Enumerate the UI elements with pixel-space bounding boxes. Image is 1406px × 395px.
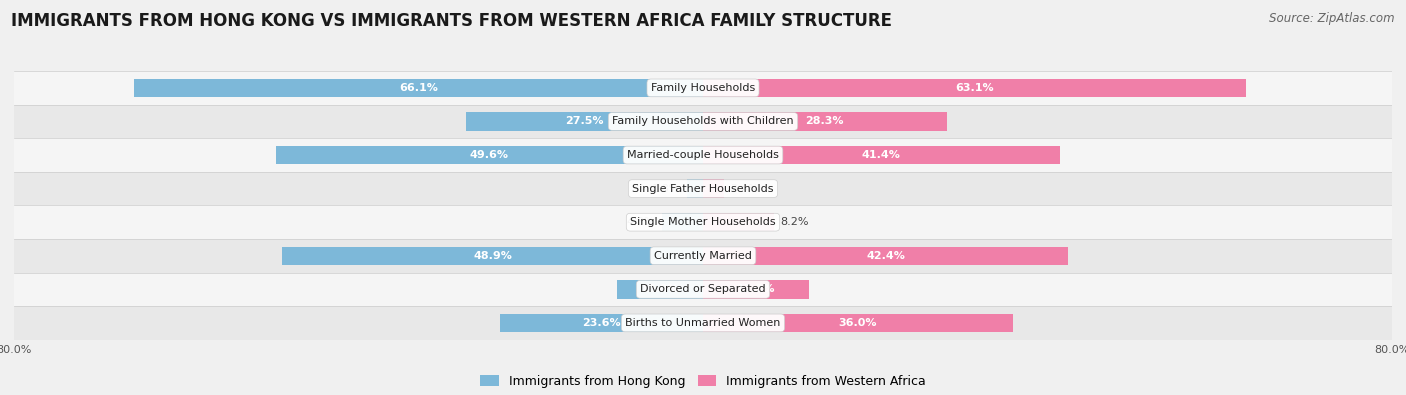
Bar	[703, 79, 1246, 97]
Bar	[703, 314, 1012, 332]
Bar	[703, 280, 808, 299]
Bar	[703, 179, 724, 198]
Bar	[14, 205, 1392, 239]
Bar	[134, 79, 703, 97]
Text: 1.8%: 1.8%	[652, 184, 681, 194]
Text: 36.0%: 36.0%	[839, 318, 877, 328]
Bar	[703, 246, 1069, 265]
Text: 63.1%: 63.1%	[956, 83, 994, 93]
Text: Family Households: Family Households	[651, 83, 755, 93]
Bar	[14, 306, 1392, 340]
Bar	[688, 179, 703, 198]
Text: Currently Married: Currently Married	[654, 251, 752, 261]
Bar	[281, 246, 703, 265]
Bar	[617, 280, 703, 299]
Text: Married-couple Households: Married-couple Households	[627, 150, 779, 160]
Bar	[14, 273, 1392, 306]
Text: 8.2%: 8.2%	[780, 217, 808, 227]
Text: Births to Unmarried Women: Births to Unmarried Women	[626, 318, 780, 328]
Bar	[14, 172, 1392, 205]
Text: 10.0%: 10.0%	[641, 284, 679, 294]
Text: 12.3%: 12.3%	[737, 284, 775, 294]
Text: Source: ZipAtlas.com: Source: ZipAtlas.com	[1270, 12, 1395, 25]
Text: 48.9%: 48.9%	[472, 251, 512, 261]
Bar	[703, 112, 946, 131]
Text: 27.5%: 27.5%	[565, 117, 603, 126]
Bar	[14, 239, 1392, 273]
Text: 42.4%: 42.4%	[866, 251, 905, 261]
Bar	[499, 314, 703, 332]
Text: 4.8%: 4.8%	[626, 217, 655, 227]
Legend: Immigrants from Hong Kong, Immigrants from Western Africa: Immigrants from Hong Kong, Immigrants fr…	[475, 370, 931, 393]
Text: 66.1%: 66.1%	[399, 83, 437, 93]
Text: 2.4%: 2.4%	[731, 184, 759, 194]
Text: 28.3%: 28.3%	[806, 117, 844, 126]
Text: Divorced or Separated: Divorced or Separated	[640, 284, 766, 294]
Text: 23.6%: 23.6%	[582, 318, 620, 328]
Bar	[703, 146, 1060, 164]
Bar	[703, 213, 773, 231]
Bar	[276, 146, 703, 164]
Text: Single Mother Households: Single Mother Households	[630, 217, 776, 227]
Text: 49.6%: 49.6%	[470, 150, 509, 160]
Bar	[14, 71, 1392, 105]
Bar	[467, 112, 703, 131]
Text: 41.4%: 41.4%	[862, 150, 901, 160]
Text: Family Households with Children: Family Households with Children	[612, 117, 794, 126]
Text: Single Father Households: Single Father Households	[633, 184, 773, 194]
Text: IMMIGRANTS FROM HONG KONG VS IMMIGRANTS FROM WESTERN AFRICA FAMILY STRUCTURE: IMMIGRANTS FROM HONG KONG VS IMMIGRANTS …	[11, 12, 893, 30]
Bar	[662, 213, 703, 231]
Bar	[14, 105, 1392, 138]
Bar	[14, 138, 1392, 172]
